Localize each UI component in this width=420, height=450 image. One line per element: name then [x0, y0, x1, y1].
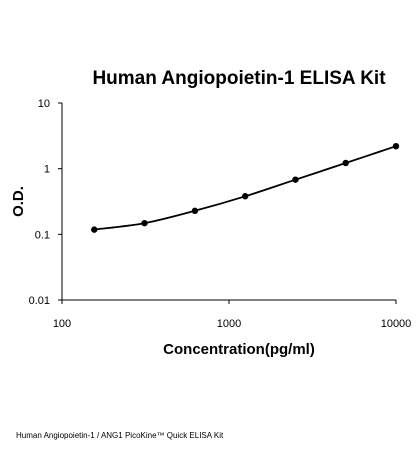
data-point	[241, 193, 249, 200]
data-point	[392, 142, 400, 150]
x-tick-label: 100	[53, 318, 71, 330]
x-tick-label: 10000	[381, 318, 412, 330]
y-tick-label: 10	[38, 98, 50, 110]
chart-title: Human Angiopoietin-1 ELISA Kit	[92, 68, 386, 89]
y-axis-label: O.D.	[10, 186, 27, 217]
y-tick-label: 0.1	[35, 229, 50, 241]
data-point	[342, 159, 349, 167]
x-tick-layer: 100 1000 10000	[53, 300, 411, 330]
data-point	[191, 207, 199, 215]
footer-caption: Human Angiopoietin-1 / ANG1 PicoKine™ Qu…	[16, 431, 224, 440]
standard-curve-line	[94, 145, 397, 231]
data-point	[91, 226, 98, 233]
x-tick-label: 1000	[217, 318, 241, 330]
x-axis-label: Concentration(pg/ml)	[163, 341, 315, 358]
y-tick-label: 0.01	[29, 295, 50, 307]
y-tick-layer: 0.01 0.1 1 10	[29, 98, 62, 307]
data-point	[292, 176, 299, 183]
y-tick-label: 1	[44, 164, 50, 176]
points-layer	[91, 142, 400, 233]
curve-layer	[94, 145, 397, 231]
data-point	[141, 219, 148, 227]
